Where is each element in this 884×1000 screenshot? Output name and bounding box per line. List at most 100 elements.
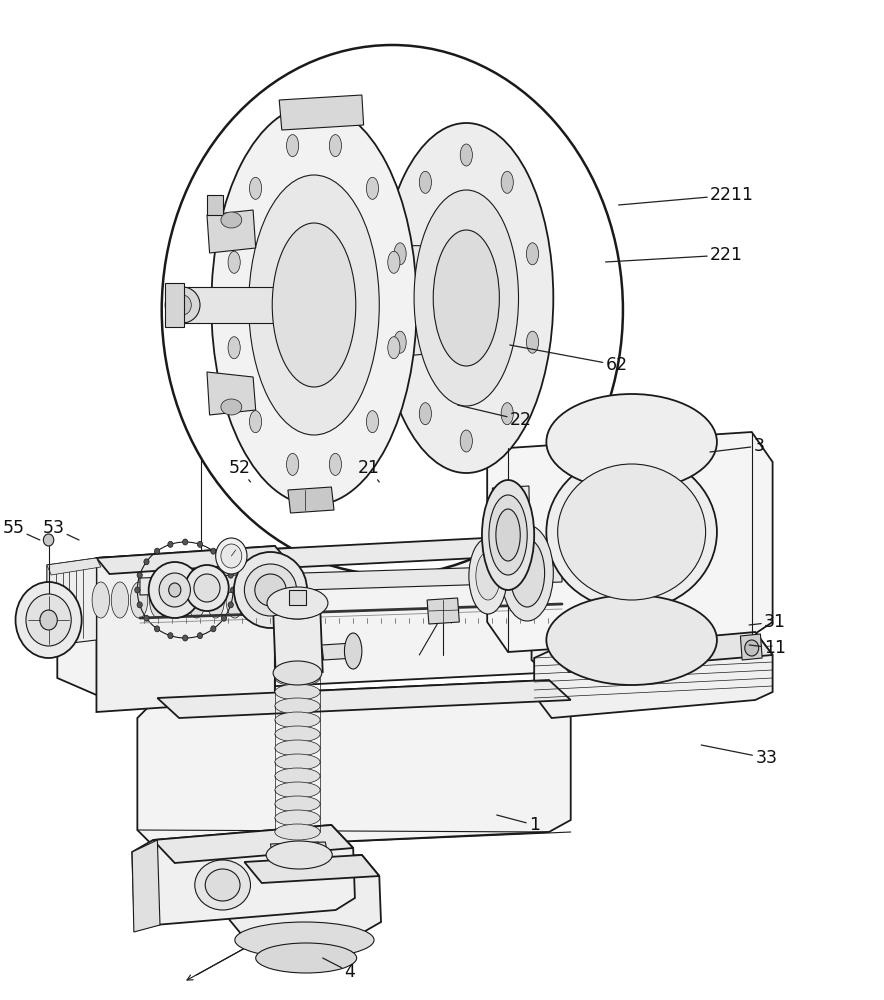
- Polygon shape: [273, 605, 323, 675]
- Ellipse shape: [388, 337, 400, 359]
- Polygon shape: [244, 855, 379, 883]
- Ellipse shape: [264, 582, 282, 618]
- Polygon shape: [153, 825, 354, 863]
- Polygon shape: [229, 855, 381, 940]
- Text: 62: 62: [510, 345, 628, 374]
- Ellipse shape: [255, 943, 356, 973]
- Ellipse shape: [275, 796, 320, 812]
- Polygon shape: [741, 634, 762, 660]
- Ellipse shape: [275, 810, 320, 826]
- Ellipse shape: [186, 565, 229, 611]
- Ellipse shape: [187, 582, 205, 618]
- Polygon shape: [140, 565, 562, 595]
- Text: 1: 1: [497, 815, 540, 834]
- Ellipse shape: [168, 633, 173, 639]
- Ellipse shape: [496, 509, 521, 561]
- Ellipse shape: [144, 615, 149, 621]
- Ellipse shape: [469, 538, 507, 614]
- Ellipse shape: [501, 403, 514, 425]
- Ellipse shape: [255, 574, 286, 606]
- Polygon shape: [132, 825, 354, 925]
- Ellipse shape: [558, 464, 705, 600]
- Ellipse shape: [273, 595, 322, 619]
- Ellipse shape: [526, 331, 538, 353]
- Polygon shape: [57, 530, 675, 695]
- Ellipse shape: [169, 583, 181, 597]
- Ellipse shape: [275, 712, 320, 728]
- Ellipse shape: [235, 922, 374, 958]
- Polygon shape: [207, 195, 223, 215]
- Ellipse shape: [197, 541, 202, 547]
- Ellipse shape: [433, 230, 499, 366]
- Text: 2211: 2211: [619, 186, 754, 205]
- Polygon shape: [47, 558, 101, 575]
- Text: 11: 11: [749, 639, 786, 657]
- Ellipse shape: [345, 633, 362, 669]
- Ellipse shape: [168, 541, 173, 547]
- Ellipse shape: [159, 573, 190, 607]
- Text: 33: 33: [701, 745, 777, 767]
- Ellipse shape: [272, 223, 355, 387]
- Ellipse shape: [211, 105, 416, 505]
- Ellipse shape: [394, 331, 406, 353]
- Ellipse shape: [245, 582, 263, 618]
- Polygon shape: [279, 95, 363, 130]
- Ellipse shape: [379, 123, 553, 473]
- Ellipse shape: [221, 559, 226, 565]
- Ellipse shape: [275, 698, 320, 714]
- Text: 221: 221: [606, 246, 743, 264]
- Ellipse shape: [169, 582, 187, 618]
- Polygon shape: [165, 283, 185, 327]
- Polygon shape: [96, 546, 275, 712]
- Ellipse shape: [275, 754, 320, 770]
- Ellipse shape: [207, 582, 225, 618]
- Ellipse shape: [330, 135, 341, 157]
- Ellipse shape: [137, 602, 142, 608]
- Polygon shape: [183, 287, 314, 323]
- Ellipse shape: [137, 572, 142, 578]
- Ellipse shape: [546, 394, 717, 490]
- Ellipse shape: [366, 411, 378, 433]
- Ellipse shape: [221, 399, 242, 415]
- Polygon shape: [207, 372, 255, 415]
- Ellipse shape: [388, 251, 400, 273]
- Polygon shape: [553, 516, 697, 548]
- Ellipse shape: [419, 171, 431, 193]
- Circle shape: [216, 538, 247, 574]
- Ellipse shape: [92, 582, 110, 618]
- Polygon shape: [132, 840, 160, 932]
- Ellipse shape: [210, 626, 216, 632]
- Polygon shape: [47, 558, 96, 646]
- Ellipse shape: [228, 572, 233, 578]
- Ellipse shape: [414, 190, 519, 406]
- Ellipse shape: [267, 587, 328, 619]
- Text: 22: 22: [458, 405, 532, 429]
- Circle shape: [43, 534, 54, 546]
- Ellipse shape: [419, 403, 431, 425]
- Polygon shape: [279, 842, 320, 864]
- Polygon shape: [289, 590, 306, 605]
- Ellipse shape: [461, 144, 472, 166]
- Ellipse shape: [155, 626, 160, 632]
- Ellipse shape: [183, 539, 187, 545]
- Text: 52: 52: [228, 459, 250, 482]
- Ellipse shape: [174, 295, 191, 315]
- Polygon shape: [96, 530, 675, 576]
- Text: 31: 31: [749, 613, 786, 631]
- Ellipse shape: [249, 177, 262, 199]
- Ellipse shape: [275, 726, 320, 742]
- Text: 4: 4: [323, 958, 355, 981]
- Ellipse shape: [275, 684, 320, 700]
- Ellipse shape: [489, 495, 527, 575]
- Circle shape: [40, 610, 57, 630]
- Circle shape: [162, 45, 623, 575]
- Polygon shape: [322, 643, 354, 660]
- Ellipse shape: [197, 633, 202, 639]
- Ellipse shape: [275, 782, 320, 798]
- Polygon shape: [137, 680, 571, 850]
- Ellipse shape: [275, 670, 320, 686]
- Ellipse shape: [228, 251, 240, 273]
- Circle shape: [744, 640, 758, 656]
- Polygon shape: [314, 245, 466, 365]
- Ellipse shape: [286, 453, 299, 475]
